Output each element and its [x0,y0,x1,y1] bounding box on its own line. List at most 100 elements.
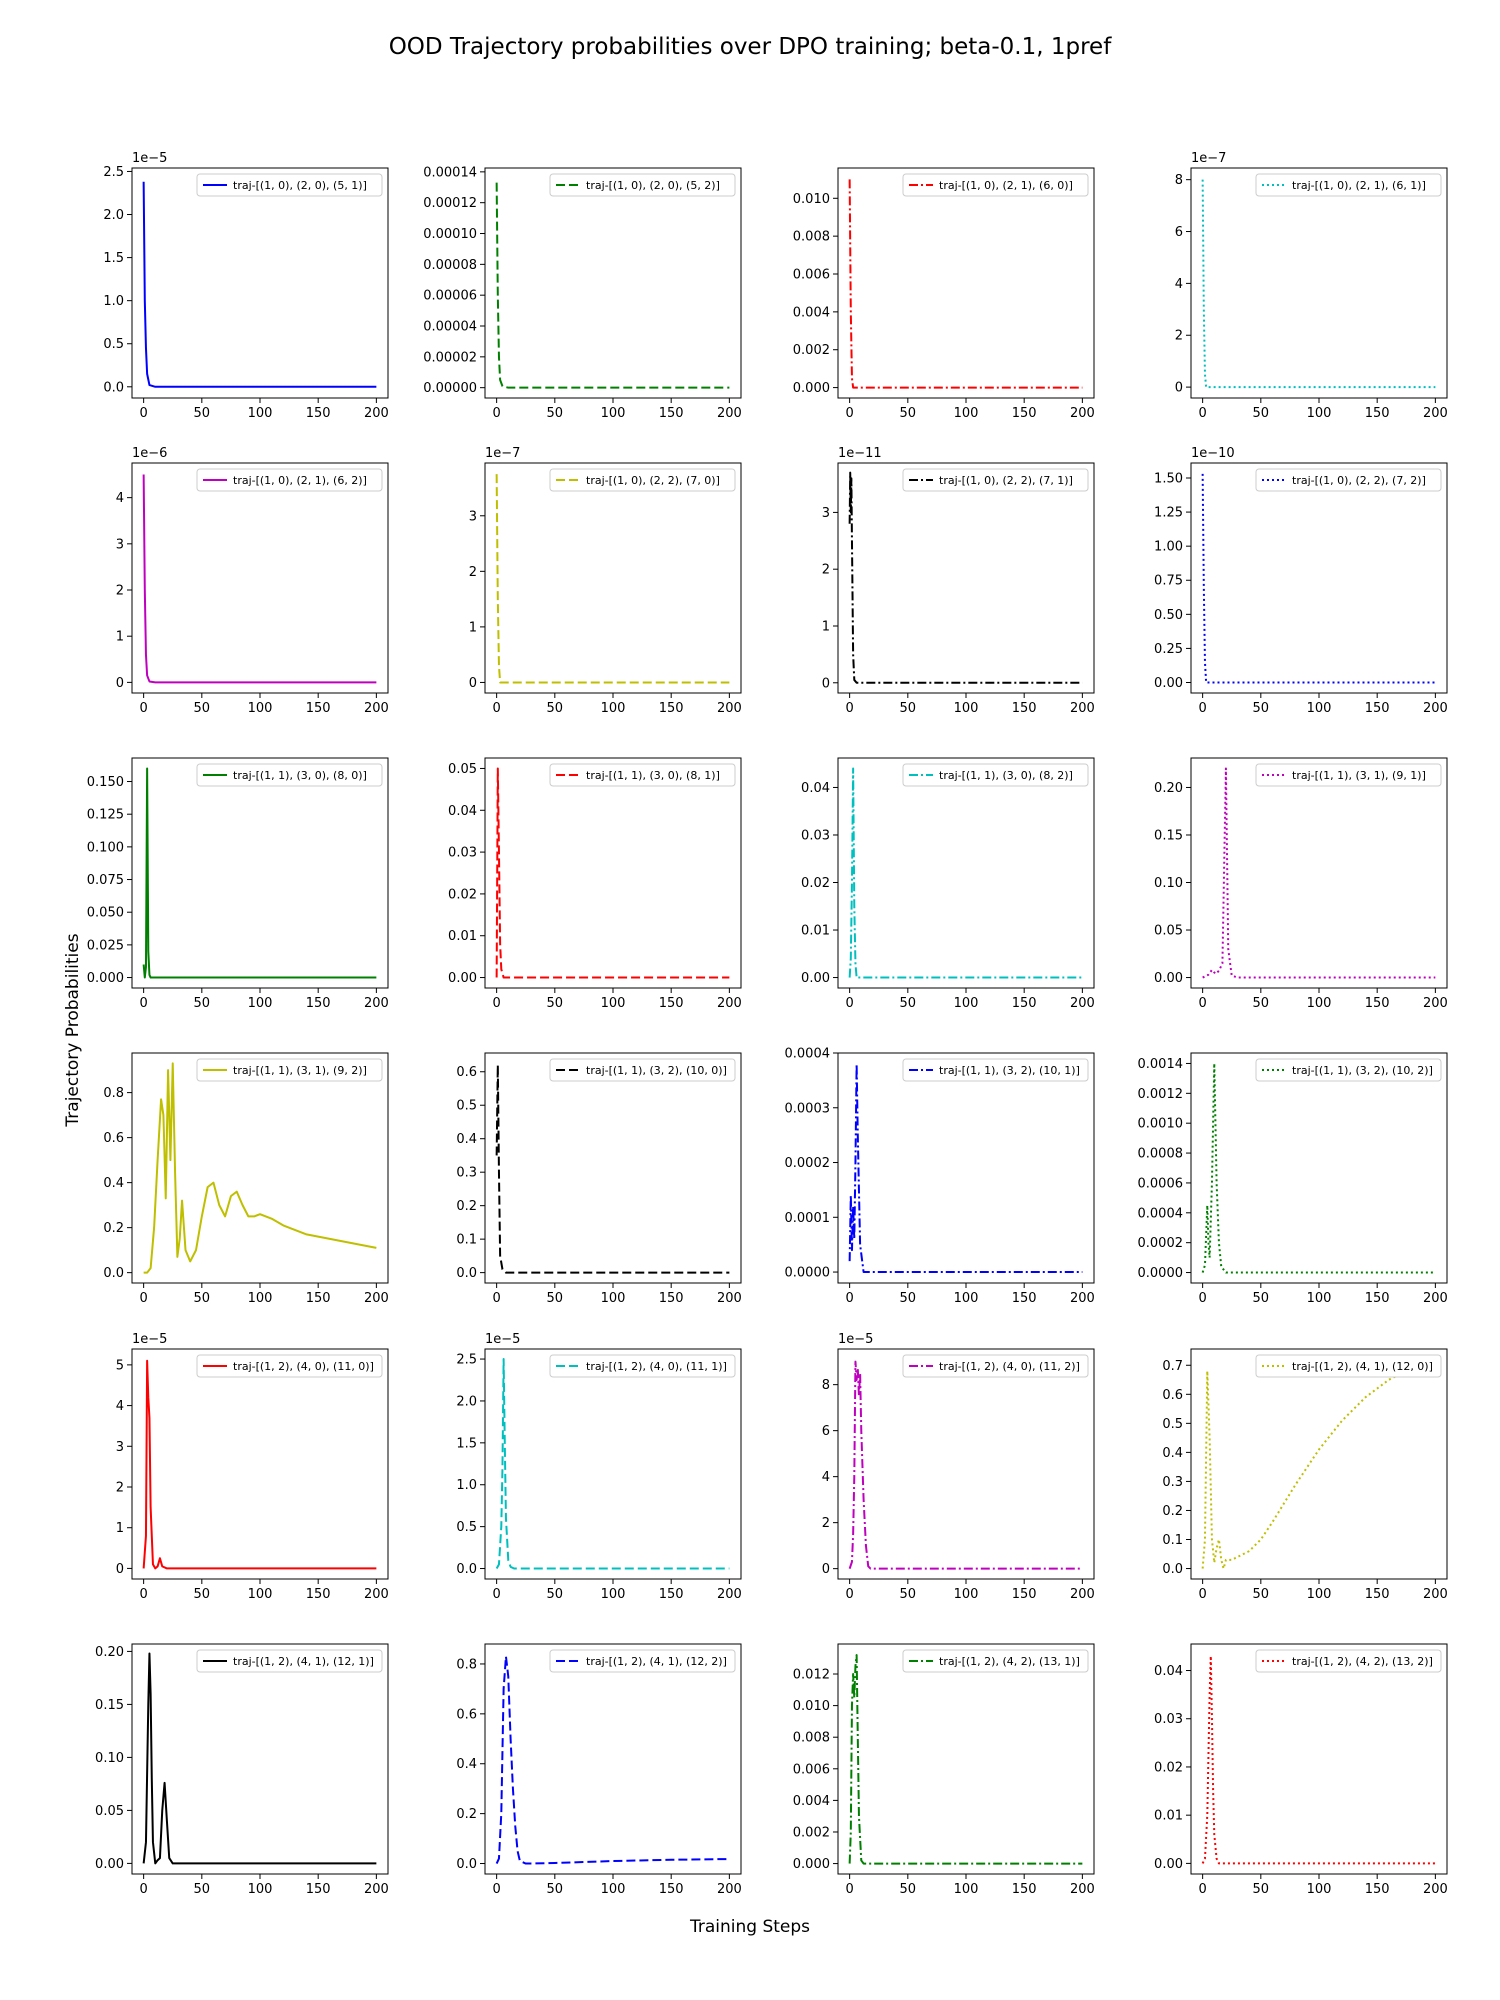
x-tick-label: 100 [248,701,273,716]
y-tick-label: 1 [116,1521,124,1536]
legend-label: traj-[(1, 0), (2, 1), (6, 0)] [939,179,1073,192]
x-tick-label: 200 [717,996,742,1011]
subplot-16: 0 50 100 150 200 0.0000 0.0002 0.0004 0.0006 0.00… [1138,1052,1448,1306]
x-tick-label: 50 [1253,996,1270,1011]
x-tick-label: 50 [547,406,564,421]
x-tick-label: 150 [659,1291,684,1306]
axis-offset-label: 1e−5 [132,1332,167,1347]
y-tick-label: 0.05 [95,1804,124,1819]
figure-title: OOD Trajectory probabilities over DPO tr… [388,34,1112,60]
x-tick-label: 100 [1307,996,1332,1011]
series-line [495,1358,730,1570]
x-tick-label: 0 [139,1587,147,1602]
series-line [495,1064,730,1274]
subplot-22: 0 50 100 150 200 0.0 0.2 0.4 0.6 0.8 traj-[(1, 2),… [456,1643,742,1897]
axes-frame [131,167,389,399]
y-tick-label: 0.0 [1162,1562,1183,1577]
y-tick-label: 0.1 [1162,1533,1183,1548]
x-tick-label: 50 [900,996,917,1011]
series-line [848,179,1083,389]
legend-box [196,763,383,787]
x-tick-label: 200 [1423,996,1448,1011]
subplot-17: 0 50 100 150 200 0 1 2 3 4 5 1e−5 traj-[(1, 2), (4, … [116,1332,389,1602]
legend-box [196,1354,383,1378]
axes-frame [484,1348,742,1580]
y-tick-label: 0.006 [793,1762,830,1777]
legend-label: traj-[(1, 0), (2, 0), (5, 1)] [233,179,367,192]
x-tick-label: 150 [306,701,331,716]
y-tick-label: 0.0 [103,380,124,395]
legend-box [549,1058,736,1082]
y-tick-label: 0.0014 [1138,1057,1184,1072]
y-tick-label: 0.0 [103,1266,124,1281]
y-tick-label: 0.25 [1154,642,1183,657]
y-tick-label: 0.0002 [1138,1236,1184,1251]
legend-label: traj-[(1, 2), (4, 1), (12, 0)] [1292,1360,1433,1373]
y-tick-label: 0.010 [793,1699,830,1714]
y-tick-label: 0.075 [87,873,124,888]
y-tick-label: 0.8 [456,1657,477,1672]
x-tick-label: 200 [717,1882,742,1897]
subplot-11: 0 50 100 150 200 0.00 0.01 0.02 0.03 0.04 traj-[(1… [801,757,1095,1011]
series-line [142,1652,377,1865]
x-tick-label: 200 [1070,1291,1095,1306]
x-tick-label: 50 [547,1882,564,1897]
x-tick-label: 200 [364,1587,389,1602]
x-tick-label: 100 [248,1291,273,1306]
legend-box [902,1354,1089,1378]
subplot-7: 0 50 100 150 200 0 1 2 3 1e−11 traj-[(1, 0), (2, 2… [822,446,1095,716]
y-tick-label: 2 [116,1481,124,1496]
axes-frame [131,757,389,989]
x-tick-label: 100 [954,1882,979,1897]
x-tick-label: 200 [364,1882,389,1897]
x-tick-label: 150 [1012,996,1037,1011]
y-tick-label: 0.00 [95,1857,124,1872]
axes-frame [1190,462,1448,694]
x-tick-label: 200 [1070,701,1095,716]
subplot-18: 0 50 100 150 200 0.0 0.5 1.0 1.5 2.0 2.5 1e−5 traj-[… [456,1332,741,1602]
x-tick-label: 50 [1253,1587,1270,1602]
y-tick-label: 8 [1175,173,1183,188]
y-tick-label: 0.7 [1162,1359,1183,1374]
x-tick-label: 100 [1307,701,1332,716]
y-tick-label: 0.5 [1162,1417,1183,1432]
legend-box [1255,468,1442,492]
legend-box [549,1649,736,1673]
legend-box [1255,1354,1442,1378]
x-tick-label: 0 [1198,1587,1206,1602]
x-tick-label: 100 [954,1291,979,1306]
y-tick-label: 1.50 [1154,471,1183,486]
y-tick-label: 1.0 [456,1478,477,1493]
series-line [142,1359,377,1570]
y-tick-label: 0.20 [1154,781,1183,796]
x-tick-label: 150 [1012,1291,1037,1306]
axes-frame [837,1643,1095,1875]
legend-box [902,763,1089,787]
x-tick-label: 50 [1253,701,1270,716]
y-tick-label: 2.5 [456,1353,477,1368]
y-tick-label: 0.2 [1162,1504,1183,1519]
series-line [1202,767,1436,979]
x-tick-label: 200 [364,996,389,1011]
x-tick-label: 100 [954,1587,979,1602]
axis-offset-label: 1e−5 [485,1332,520,1347]
axes-frame [484,1643,742,1875]
x-tick-label: 50 [1253,406,1270,421]
legend-box [1255,1649,1442,1673]
x-tick-label: 50 [194,1587,211,1602]
y-tick-label: 0.00 [1154,971,1183,986]
axis-offset-label: 1e−5 [132,151,167,166]
y-tick-label: 0 [822,676,830,691]
x-tick-label: 100 [601,406,626,421]
y-tick-label: 0.000 [87,971,124,986]
x-tick-label: 50 [194,701,211,716]
subplot-19: 0 50 100 150 200 0 2 4 6 8 1e−5 traj-[(1, 2), (4, 0… [822,1332,1095,1602]
x-tick-label: 200 [717,701,742,716]
subplot-15: 0 50 100 150 200 0.0000 0.0001 0.0002 0.0003 0.00… [785,1047,1095,1307]
legend-label: traj-[(1, 0), (2, 2), (7, 2)] [1292,474,1426,487]
subplot-8: 0 50 100 150 200 0.00 0.25 0.50 0.75 1.00 1.25 1.50… [1154,446,1448,716]
series-line [1201,473,1436,684]
y-tick-label: 0.012 [793,1668,830,1683]
y-tick-label: 0.002 [793,343,830,358]
x-tick-label: 150 [306,1882,331,1897]
